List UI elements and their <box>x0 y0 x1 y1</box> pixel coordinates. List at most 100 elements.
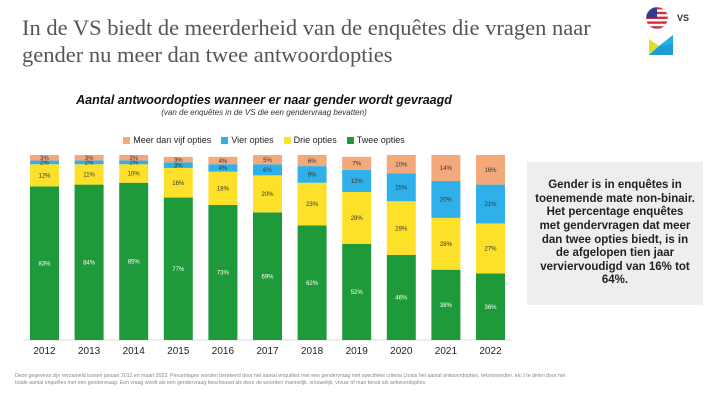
bar-segment <box>476 273 505 340</box>
x-tick-label: 2015 <box>167 346 190 357</box>
bar-segment <box>386 173 416 202</box>
data-label: 2% <box>129 161 138 167</box>
bar-segment <box>386 155 416 174</box>
data-label: 16% <box>172 181 185 187</box>
legend-label: Drie opties <box>293 135 337 145</box>
x-tick-label: 2018 <box>301 346 324 357</box>
legend-swatch <box>221 136 229 144</box>
chart-title: Aantal antwoordopties wanneer er naar ge… <box>76 93 452 107</box>
bar-segment <box>163 167 193 198</box>
bar-segment <box>119 164 149 183</box>
data-label: 2% <box>85 161 94 167</box>
bar-segment <box>342 156 372 170</box>
bar-segment <box>297 182 327 226</box>
legend-swatch <box>283 136 291 144</box>
legend-item: Twee opties <box>346 135 405 145</box>
logo: VS <box>645 6 700 58</box>
bar-segment <box>30 186 59 340</box>
chart-legend: Meer dan vijf opties Vier opties Drie opti… <box>0 135 528 145</box>
data-label: 15% <box>395 186 408 192</box>
data-label: 16% <box>484 168 497 174</box>
page-headline: In de VS biedt de meerderheid van de enq… <box>22 15 591 67</box>
bar-segment <box>163 197 193 340</box>
data-label: 69% <box>261 274 274 280</box>
data-label: 83% <box>38 261 51 267</box>
data-label: 6% <box>308 159 317 165</box>
bar-segment <box>163 156 193 163</box>
data-label: 38% <box>440 303 453 309</box>
bar-segment <box>431 269 461 340</box>
data-label: 5% <box>263 158 272 164</box>
legend-item: Drie opties <box>283 135 337 145</box>
x-tick-label: 2020 <box>390 346 413 357</box>
data-label: 20% <box>440 198 453 204</box>
bar-segment <box>208 164 238 172</box>
data-label: 36% <box>484 305 497 311</box>
bar-segment <box>253 175 282 213</box>
legend-label: Twee opties <box>356 135 405 145</box>
data-label: 11% <box>83 173 95 179</box>
bar-segment <box>163 162 193 168</box>
data-label: 77% <box>172 267 185 273</box>
x-tick-label: 2013 <box>78 346 101 357</box>
bar-segment <box>386 201 416 255</box>
data-label: 2% <box>40 161 49 167</box>
brand-shape-icon <box>649 35 673 55</box>
bar-segment <box>342 169 372 192</box>
x-tick-label: 2017 <box>256 346 279 357</box>
legend-item: Meer dan vijf opties <box>123 135 211 145</box>
bar-segment <box>297 225 327 340</box>
bar-segment <box>476 184 505 224</box>
data-label: 29% <box>395 226 408 232</box>
data-label: 3% <box>174 158 183 164</box>
country-label: VS <box>677 13 690 23</box>
data-label: 73% <box>217 271 230 277</box>
bar-segment <box>208 156 238 165</box>
bar-segment <box>386 254 416 340</box>
data-label: 9% <box>308 173 317 179</box>
bar-segment <box>74 155 104 161</box>
x-tick-label: 2012 <box>33 346 56 357</box>
bar-segment <box>342 243 372 340</box>
data-label: 7% <box>352 162 361 168</box>
legend-swatch <box>346 136 354 144</box>
bar-segment <box>30 155 59 161</box>
chart-subtitle: (van de enquêtes in de VS die een gender… <box>161 108 367 117</box>
footnote: Deze gegevens zijn verzameld tussen janu… <box>15 373 566 386</box>
bar-segment <box>30 164 59 187</box>
bar-segment <box>208 171 238 205</box>
bar-segment <box>297 155 327 167</box>
x-tick-label: 2022 <box>479 346 502 357</box>
data-label: 10% <box>395 162 408 168</box>
data-label: 3% <box>129 156 138 162</box>
stacked-bar-chart: 83%12%2%3%201284%11%2%3%201385%10%2%3%20… <box>24 155 511 357</box>
bar-segment <box>253 155 282 165</box>
legend-label: Meer dan vijf opties <box>133 135 212 145</box>
bar-segment <box>119 155 149 161</box>
data-label: 20% <box>261 192 274 198</box>
bar-segment <box>431 155 461 181</box>
data-label: 28% <box>351 216 364 222</box>
data-label: 3% <box>85 156 94 162</box>
legend-item: Vier opties <box>221 135 274 145</box>
data-label: 4% <box>219 159 228 165</box>
data-label: 14% <box>440 166 453 172</box>
bar-segment <box>208 204 238 340</box>
callout-text: Gender is in enquêtes in toenemende mate… <box>535 179 695 287</box>
bar-segment <box>119 160 149 165</box>
bar-segment <box>74 184 104 340</box>
data-label: 3% <box>174 163 183 169</box>
x-tick-label: 2019 <box>346 346 369 357</box>
data-label: 18% <box>217 187 230 193</box>
bar-segment <box>431 180 461 218</box>
us-flag-icon <box>645 6 669 30</box>
data-label: 52% <box>351 290 364 296</box>
bar-segment <box>30 160 59 165</box>
bar-segment <box>253 164 282 176</box>
legend-label: Vier opties <box>231 135 274 145</box>
bar-segment <box>119 182 149 340</box>
data-label: 23% <box>306 202 319 208</box>
bar-segment <box>253 212 282 340</box>
data-label: 28% <box>440 242 453 248</box>
bar-segment <box>74 164 104 185</box>
